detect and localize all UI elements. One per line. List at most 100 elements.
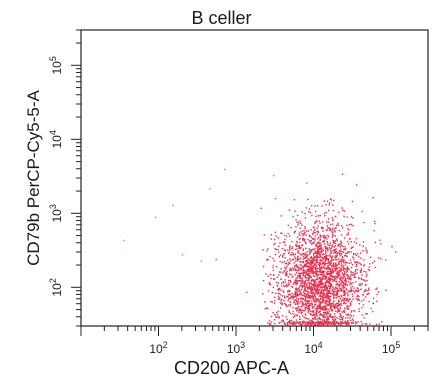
data-point bbox=[281, 319, 283, 321]
data-point bbox=[317, 246, 320, 248]
data-point bbox=[333, 321, 335, 323]
data-point bbox=[292, 295, 294, 297]
data-point bbox=[331, 246, 333, 248]
data-point bbox=[330, 263, 332, 265]
data-point bbox=[292, 310, 294, 313]
data-point bbox=[338, 301, 340, 303]
data-point bbox=[354, 261, 356, 263]
data-point bbox=[326, 289, 329, 292]
data-point bbox=[286, 285, 288, 288]
data-point bbox=[281, 298, 283, 301]
data-point bbox=[333, 296, 335, 299]
data-point bbox=[341, 285, 343, 287]
data-point bbox=[350, 273, 353, 276]
data-point bbox=[329, 314, 331, 317]
data-point bbox=[287, 232, 289, 235]
data-point bbox=[336, 267, 338, 269]
data-point bbox=[295, 314, 298, 316]
data-point bbox=[288, 251, 290, 254]
data-point bbox=[290, 281, 292, 283]
data-point bbox=[325, 251, 327, 253]
data-point bbox=[299, 234, 301, 237]
data-point bbox=[310, 324, 312, 326]
data-point bbox=[349, 276, 351, 279]
data-point bbox=[281, 261, 284, 263]
data-point bbox=[324, 283, 327, 286]
data-point bbox=[341, 316, 343, 318]
data-point bbox=[311, 242, 313, 244]
data-point bbox=[292, 283, 295, 285]
data-point bbox=[337, 289, 339, 291]
data-point bbox=[347, 317, 349, 319]
data-point bbox=[325, 268, 328, 271]
data-point bbox=[316, 258, 318, 261]
data-point bbox=[313, 292, 315, 294]
data-point bbox=[320, 260, 323, 262]
data-point bbox=[330, 278, 332, 280]
data-point bbox=[360, 277, 362, 280]
data-point bbox=[343, 301, 346, 304]
data-point bbox=[270, 238, 272, 240]
data-point bbox=[318, 303, 320, 305]
data-point bbox=[354, 292, 356, 294]
data-point bbox=[308, 308, 311, 310]
data-point bbox=[304, 217, 307, 219]
data-point bbox=[340, 294, 342, 297]
data-point bbox=[289, 301, 292, 303]
data-point bbox=[337, 275, 339, 278]
data-point bbox=[342, 300, 345, 302]
data-point bbox=[295, 299, 297, 301]
data-point bbox=[323, 317, 325, 319]
data-point bbox=[305, 207, 307, 209]
data-point bbox=[340, 259, 342, 261]
data-point bbox=[275, 235, 277, 237]
data-point bbox=[294, 291, 297, 294]
data-point bbox=[347, 308, 350, 310]
data-point bbox=[350, 216, 353, 218]
data-point bbox=[298, 233, 300, 235]
data-point bbox=[302, 261, 305, 263]
data-point bbox=[354, 321, 357, 323]
data-point bbox=[294, 258, 296, 260]
data-point bbox=[347, 290, 350, 293]
data-point bbox=[310, 249, 313, 251]
data-point bbox=[320, 258, 322, 261]
data-point bbox=[340, 234, 343, 236]
data-point bbox=[288, 209, 291, 211]
data-point bbox=[296, 281, 298, 283]
data-point bbox=[329, 270, 331, 273]
data-point bbox=[330, 283, 333, 286]
data-point bbox=[299, 322, 301, 324]
data-point bbox=[301, 285, 304, 287]
data-point bbox=[285, 283, 288, 286]
data-point bbox=[319, 298, 322, 301]
data-point bbox=[282, 255, 284, 257]
data-point bbox=[324, 275, 326, 277]
data-point bbox=[323, 322, 325, 324]
data-point bbox=[312, 254, 315, 256]
data-point bbox=[299, 231, 301, 233]
data-point bbox=[280, 215, 282, 217]
data-point bbox=[355, 289, 357, 292]
data-point bbox=[294, 248, 297, 251]
data-point bbox=[293, 232, 295, 234]
data-point bbox=[324, 289, 327, 291]
data-point bbox=[308, 253, 310, 256]
data-point bbox=[350, 223, 353, 226]
data-point bbox=[354, 276, 356, 278]
data-point bbox=[335, 304, 338, 307]
data-point bbox=[288, 297, 291, 299]
data-point bbox=[349, 275, 352, 277]
data-point bbox=[354, 290, 357, 292]
data-point bbox=[313, 264, 315, 266]
data-point bbox=[282, 295, 284, 297]
data-point bbox=[307, 270, 309, 272]
data-point bbox=[335, 297, 337, 299]
data-point bbox=[319, 304, 321, 306]
data-point bbox=[264, 301, 266, 303]
data-point bbox=[380, 243, 382, 245]
data-point bbox=[310, 256, 313, 258]
data-point bbox=[338, 230, 341, 232]
data-point bbox=[317, 305, 319, 307]
data-point bbox=[308, 277, 311, 280]
